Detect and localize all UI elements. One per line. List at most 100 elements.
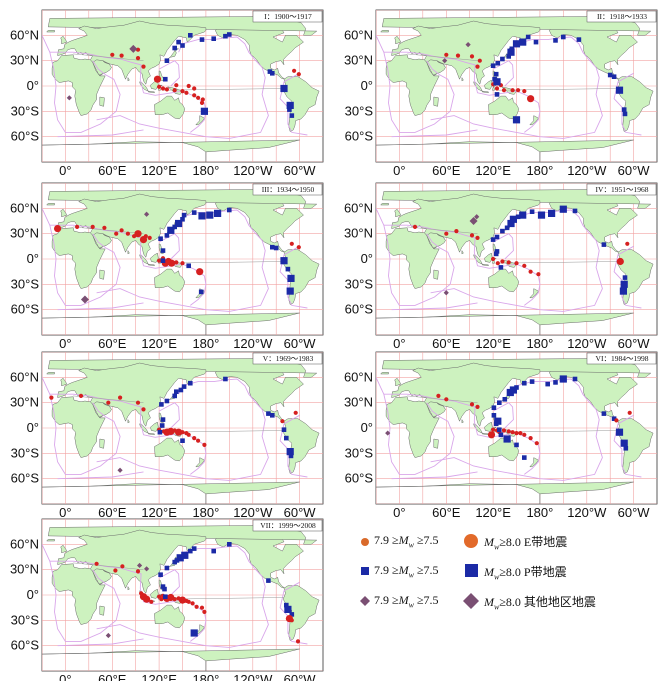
e-belt-earthquake-marker (125, 231, 130, 236)
latitude-label: 0° (27, 251, 39, 266)
latitude-label: 60°S (345, 302, 374, 317)
land-java (147, 432, 155, 436)
plate-boundary-line (613, 414, 642, 478)
other-earthquake-marker (117, 467, 123, 473)
earthquake-markers (66, 32, 301, 118)
plate-boundary-line (96, 576, 269, 648)
map-svg-6: 60°N 30°N 0° 30°S 60°S 0° 60°E 120°E 180° 120°W 60… (344, 351, 658, 520)
p-belt-earthquake-marker (493, 421, 499, 427)
longitude-label: 180° (526, 505, 553, 520)
e-belt-earthquake-marker (180, 261, 185, 266)
longitude-label: 60°W (284, 672, 317, 681)
p-belt-earthquake-marker (545, 381, 550, 387)
e-belt-earthquake-marker (167, 593, 175, 602)
land-great-britain (60, 208, 68, 218)
e-belt-earthquake-marker (114, 231, 119, 236)
latitude-label: 60°N (10, 200, 39, 215)
plate-boundary-line (158, 233, 180, 260)
land-africa (51, 396, 106, 458)
latitude-label: 30°N (344, 395, 373, 410)
p-belt-earthquake-marker (509, 46, 515, 52)
p-belt-earthquake-marker (512, 40, 521, 48)
longitude-label: 120°E (475, 163, 511, 178)
p-belt-earthquake-marker (181, 212, 187, 218)
p-belt-earthquake-marker (500, 56, 505, 62)
p-belt-earthquake-marker (223, 376, 228, 382)
p-belt-earthquake-marker (285, 266, 291, 272)
e-belt-earthquake-marker (119, 53, 124, 58)
p-belt-earthquake-marker (607, 72, 613, 78)
earthquake-markers (385, 375, 632, 460)
plate-boundary-line (376, 35, 455, 133)
p-belt-earthquake-marker (498, 265, 504, 270)
p-belt-earthquake-marker (180, 438, 185, 443)
p-belt-earthquake-marker (206, 211, 214, 219)
land-madagascar (433, 269, 439, 280)
e-belt-earthquake-marker (134, 230, 142, 238)
e-belt-earthquake-marker (192, 436, 197, 441)
p-belt-earthquake-marker (280, 257, 288, 265)
map-svg-4: 60°N 30°N 0° 30°S 60°S 0° 60°E 120°E 180° 120°W 60… (344, 182, 658, 351)
e-belt-earthquake-marker (469, 54, 475, 59)
e-belt-earthquake-marker (167, 427, 175, 435)
legend-large-label-e: Mw≥8.0 E带地震 (484, 535, 568, 552)
p-belt-earthquake-marker (495, 60, 501, 66)
p-belt-earthquake-marker (494, 92, 500, 97)
p-belt-earthquake-marker (163, 594, 168, 599)
p-belt-earthquake-marker (270, 71, 275, 76)
plate-boundary-line (391, 302, 478, 311)
land-antarctica (42, 648, 300, 671)
map-content (376, 183, 657, 335)
latitude-label: 30°S (11, 276, 40, 291)
land-sri-lanka (127, 76, 130, 82)
e-belt-earthquake-marker (141, 64, 146, 69)
p-belt-earthquake-marker (287, 107, 292, 112)
connector-line (73, 395, 144, 403)
longitude-label: 60°W (618, 163, 651, 178)
plate-boundary-line (42, 35, 121, 133)
e-belt-earthquake-marker (514, 261, 519, 266)
longitude-label: 0° (59, 505, 71, 520)
p-belt-earthquake-marker (162, 586, 167, 592)
p-belt-earthquake-marker (180, 217, 185, 222)
p-belt-earthquake-marker (163, 76, 168, 82)
longitude-label: 0° (59, 672, 71, 681)
land-great-britain (394, 377, 402, 387)
p-belt-earthquake-marker (492, 76, 497, 82)
e-belt-earthquake-marker (625, 241, 630, 246)
land-sri-lanka (461, 418, 464, 424)
e-belt-earthquake-marker (475, 404, 480, 409)
e-belt-earthquake-marker (199, 100, 205, 105)
period-label-text: II：1918～1933 (597, 12, 647, 21)
land-antarctica (376, 481, 634, 504)
land-australia (488, 268, 520, 293)
e-belt-earthquake-marker (186, 83, 191, 89)
land-north-america (214, 533, 304, 589)
e-belt-earthquake-marker (141, 407, 146, 412)
p-belt-earthquake-marker (160, 248, 166, 253)
p-belt-earthquake-marker (164, 233, 170, 238)
e-belt-earthquake-marker (202, 442, 207, 447)
e-belt-earthquake-marker (119, 228, 124, 233)
e-belt-earthquake-marker (190, 601, 195, 606)
longitude-label: 0° (59, 336, 71, 351)
legend-small-circle-icon (361, 538, 369, 546)
e-belt-earthquake-marker (200, 97, 205, 102)
latitude-label: 30°S (345, 445, 374, 460)
p-belt-earthquake-marker (158, 236, 163, 241)
p-belt-earthquake-marker (490, 63, 496, 68)
plate-boundary-line (376, 208, 455, 306)
land-arabia (92, 232, 112, 249)
land-arabia (426, 59, 446, 76)
p-belt-earthquake-marker (559, 375, 567, 383)
p-belt-earthquake-marker (537, 211, 546, 219)
e-belt-earthquake-marker (120, 564, 125, 569)
longitude-label: 120°E (141, 672, 177, 681)
longitude-label: 120°W (567, 336, 607, 351)
latitude-label: 60°S (345, 471, 374, 486)
map-content (376, 10, 657, 162)
e-belt-earthquake-marker (118, 395, 123, 400)
e-belt-earthquake-marker (534, 441, 539, 446)
land-iceland (380, 30, 389, 33)
p-belt-earthquake-marker (289, 612, 295, 617)
